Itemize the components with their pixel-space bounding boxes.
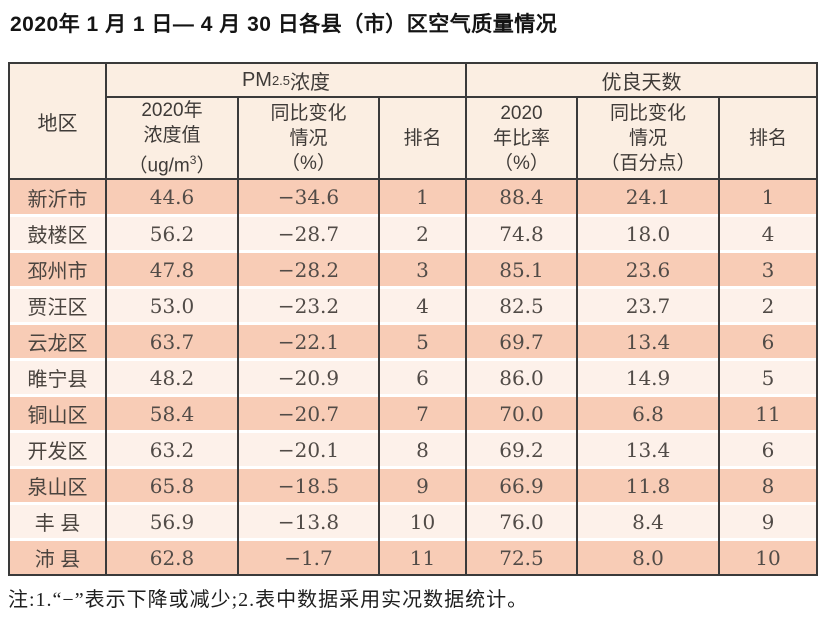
header-pm-unit-sup: 3: [189, 152, 197, 167]
pm-rank-cell: 6: [380, 358, 465, 394]
good-rank-cell: 3: [720, 250, 816, 286]
pm-rank-cell: 4: [380, 286, 465, 322]
pm-value-cell: 62.8: [107, 538, 237, 574]
header-pm-value: 2020年 浓度值 （ug/m3）: [107, 96, 237, 178]
good-change-cell: 11.8: [578, 466, 718, 502]
pm-value-cell: 48.2: [107, 358, 237, 394]
header-pm-change: 同比变化 情况 （%）: [239, 96, 378, 178]
air-quality-table: 地区 PM 2.5 浓度 优良天数 2020年 浓度值 （ug/m3） 同比变化 情…: [8, 62, 818, 576]
region-cell: 鼓楼区: [10, 214, 105, 250]
good-rank-cell: 9: [720, 502, 816, 538]
pm-rank-cell: 3: [380, 250, 465, 286]
good-ratio-cell: 74.8: [467, 214, 576, 250]
pm-rank-cell: 7: [380, 394, 465, 430]
pm-change-cell: −34.6: [239, 178, 378, 214]
pm-change-cell: −18.5: [239, 466, 378, 502]
good-change-cell: 23.7: [578, 286, 718, 322]
good-change-cell: 8.0: [578, 538, 718, 574]
good-ratio-cell: 69.2: [467, 430, 576, 466]
pm-rank-cell: 1: [380, 178, 465, 214]
region-cell: 泉山区: [10, 466, 105, 502]
pm-rank-cell: 9: [380, 466, 465, 502]
pm-value-cell: 65.8: [107, 466, 237, 502]
good-change-cell: 6.8: [578, 394, 718, 430]
header-pm25-group: PM 2.5 浓度: [107, 64, 465, 96]
good-rank-cell: 10: [720, 538, 816, 574]
pm-value-cell: 63.2: [107, 430, 237, 466]
pm-change-cell: −1.7: [239, 538, 378, 574]
header-good-ratio: 2020 年比率 （%）: [467, 96, 576, 178]
pm25-prefix: PM: [241, 68, 272, 91]
region-cell: 云龙区: [10, 322, 105, 358]
region-cell: 铜山区: [10, 394, 105, 430]
header-pm-unit-close: ）: [196, 155, 216, 177]
pm-rank-cell: 8: [380, 430, 465, 466]
header-pm-value-lines: 2020年 浓度值: [141, 99, 203, 146]
good-rank-cell: 6: [720, 322, 816, 358]
good-rank-cell: 8: [720, 466, 816, 502]
pm-value-cell: 44.6: [107, 178, 237, 214]
good-ratio-cell: 66.9: [467, 466, 576, 502]
good-ratio-cell: 82.5: [467, 286, 576, 322]
pm-value-cell: 56.9: [107, 502, 237, 538]
good-change-cell: 13.4: [578, 322, 718, 358]
region-cell: 新沂市: [10, 178, 105, 214]
good-ratio-cell: 72.5: [467, 538, 576, 574]
header-good-change: 同比变化 情况 （百分点）: [578, 96, 718, 178]
header-region: 地区: [10, 64, 105, 178]
good-change-cell: 13.4: [578, 430, 718, 466]
good-change-cell: 18.0: [578, 214, 718, 250]
pm-change-cell: −22.1: [239, 322, 378, 358]
good-change-cell: 8.4: [578, 502, 718, 538]
good-ratio-cell: 86.0: [467, 358, 576, 394]
good-rank-cell: 4: [720, 214, 816, 250]
page-title: 2020年 1 月 1 日— 4 月 30 日各县（市）区空气质量情况: [10, 13, 558, 36]
good-ratio-cell: 88.4: [467, 178, 576, 214]
header-pm-rank: 排名: [380, 96, 465, 178]
region-cell: 开发区: [10, 430, 105, 466]
pm-change-cell: −13.8: [239, 502, 378, 538]
pm-value-cell: 58.4: [107, 394, 237, 430]
pm-change-cell: −20.9: [239, 358, 378, 394]
pm-rank-cell: 2: [380, 214, 465, 250]
good-rank-cell: 5: [720, 358, 816, 394]
good-rank-cell: 2: [720, 286, 816, 322]
pm25-suffix: 浓度: [290, 71, 331, 94]
pm-change-cell: −23.2: [239, 286, 378, 322]
header-good-rank: 排名: [720, 96, 816, 178]
pm-change-cell: −28.7: [239, 214, 378, 250]
pm-change-cell: −28.2: [239, 250, 378, 286]
region-cell: 沛 县: [10, 538, 105, 574]
pm-change-cell: −20.1: [239, 430, 378, 466]
pm-value-cell: 56.2: [107, 214, 237, 250]
region-cell: 贾汪区: [10, 286, 105, 322]
good-change-cell: 24.1: [578, 178, 718, 214]
pm-rank-cell: 11: [380, 538, 465, 574]
pm-value-cell: 63.7: [107, 322, 237, 358]
good-ratio-cell: 76.0: [467, 502, 576, 538]
good-change-cell: 14.9: [578, 358, 718, 394]
region-cell: 睢宁县: [10, 358, 105, 394]
pm-value-cell: 47.8: [107, 250, 237, 286]
good-rank-cell: 6: [720, 430, 816, 466]
good-rank-cell: 1: [720, 178, 816, 214]
pm-rank-cell: 5: [380, 322, 465, 358]
pm-rank-cell: 10: [380, 502, 465, 538]
good-ratio-cell: 85.1: [467, 250, 576, 286]
good-rank-cell: 11: [720, 394, 816, 430]
region-cell: 丰 县: [10, 502, 105, 538]
region-cell: 邳州市: [10, 250, 105, 286]
header-gooddays-group: 优良天数: [467, 64, 816, 96]
pm-change-cell: −20.7: [239, 394, 378, 430]
pm-value-cell: 53.0: [107, 286, 237, 322]
good-ratio-cell: 70.0: [467, 394, 576, 430]
good-ratio-cell: 69.7: [467, 322, 576, 358]
pm25-subscript: 2.5: [271, 72, 291, 88]
good-change-cell: 23.6: [578, 250, 718, 286]
header-pm-unit-open: （ug/m: [128, 155, 190, 177]
footnote: 注:1.“−”表示下降或减少;2.表中数据采用实况数据统计。: [8, 589, 529, 611]
